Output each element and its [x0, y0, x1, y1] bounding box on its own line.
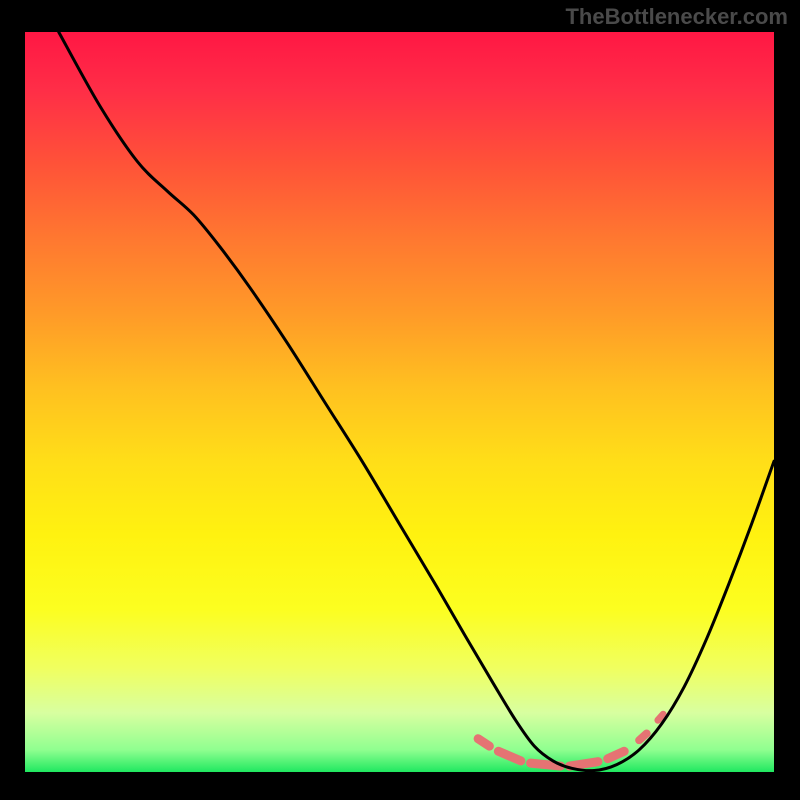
- bottleneck-curve: [25, 32, 774, 772]
- chart-plot-area: [25, 32, 774, 772]
- watermark-text: TheBottlenecker.com: [565, 4, 788, 30]
